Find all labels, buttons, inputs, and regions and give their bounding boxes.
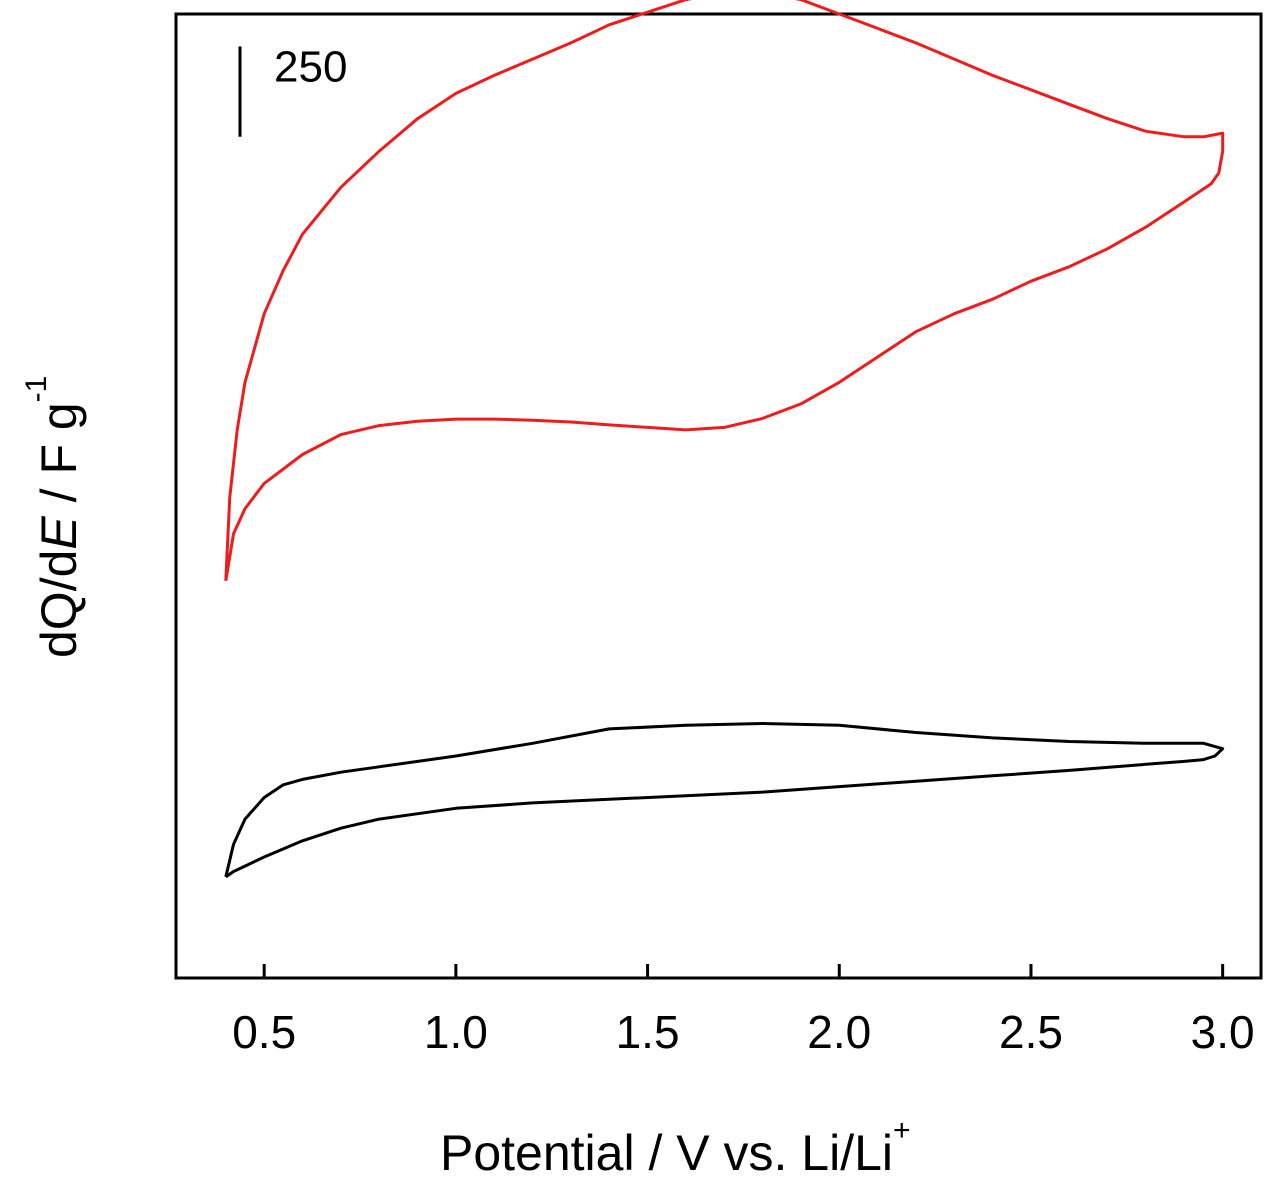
x-tick-label: 3.0 [1191,1006,1255,1058]
x-tick-label: 2.5 [999,1006,1063,1058]
y-axis-title-pre: dQ/d [31,550,87,658]
series-line-1 [224,0,1225,582]
y-axis-title-post: / F g [31,402,87,516]
plot-frame [174,12,1263,980]
y-axis-title-italic: E [31,516,87,550]
series-layer [224,0,1225,879]
x-tick-label: 0.5 [232,1006,296,1058]
x-axis-title: Potential / V vs. Li/Li+ [440,1114,911,1181]
x-tick-label: 2.0 [807,1006,871,1058]
x-axis-title-sup: + [893,1114,911,1147]
series-line-2 [224,722,1225,879]
scale-bar-label: 250 [274,43,347,92]
x-axis-title-main: Potential / V vs. Li/Li [440,1125,893,1181]
y-axis-title-sup: -1 [20,376,53,403]
y-axis-title: dQ/dE / F g-1 [20,376,87,658]
x-axis: 0.5 1.0 1.5 2.0 2.5 3.0 [232,964,1255,1058]
x-tick-label: 1.5 [616,1006,680,1058]
x-tick-label: 1.0 [424,1006,488,1058]
